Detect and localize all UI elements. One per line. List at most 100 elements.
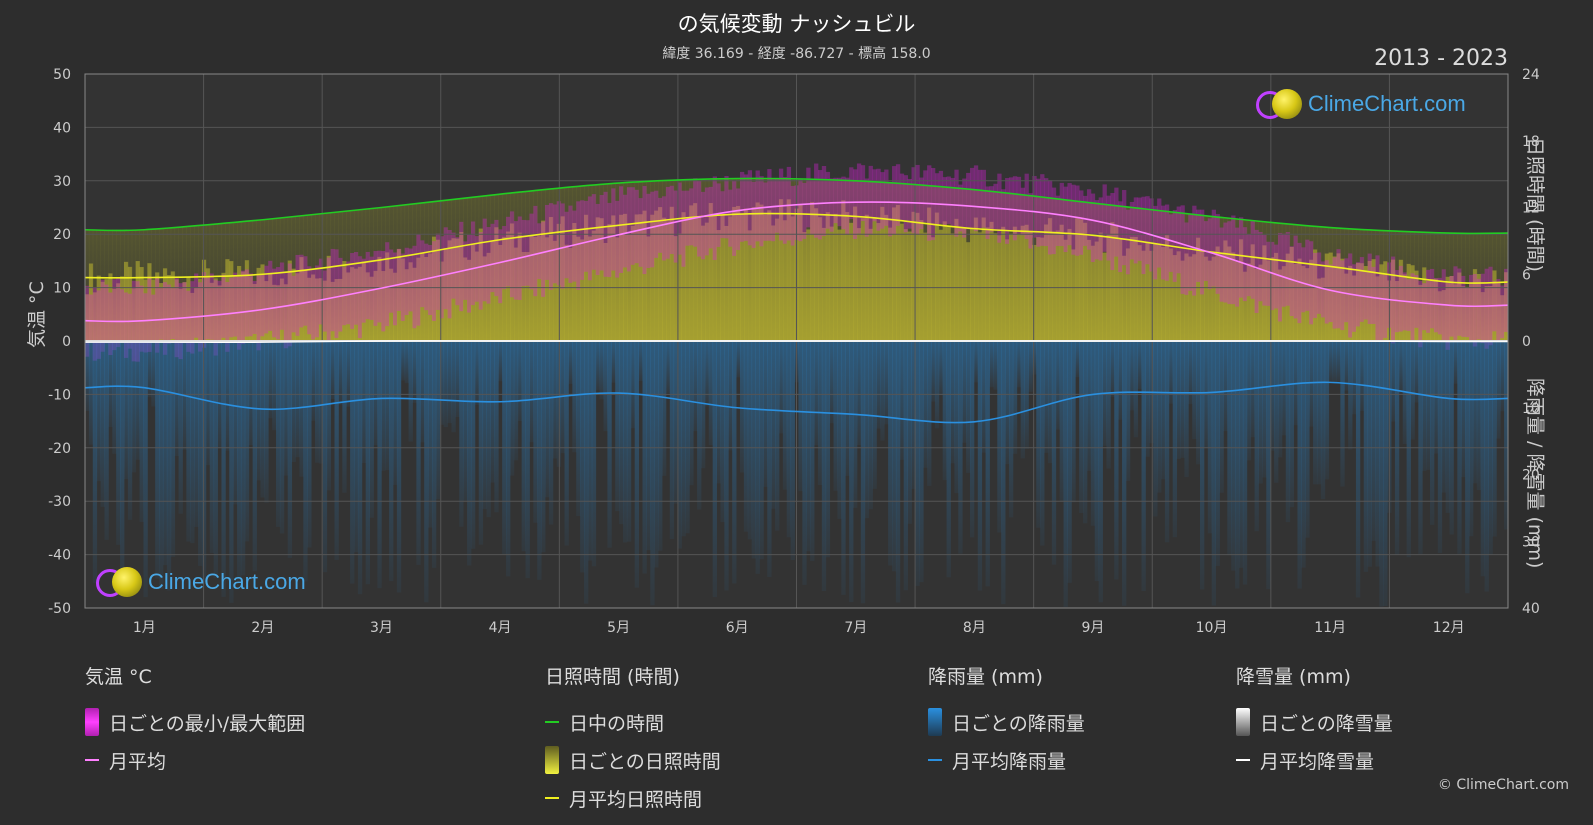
sunshine-column	[1044, 224, 1049, 341]
rain-column	[895, 341, 901, 603]
temp-range-column	[1028, 193, 1033, 249]
sunshine-column	[619, 214, 624, 341]
rain-column	[525, 341, 530, 579]
temp-range-column	[958, 184, 963, 232]
rain-column	[993, 341, 998, 390]
rain-column	[884, 341, 889, 425]
temp-range-column	[470, 221, 476, 306]
sunshine-column	[369, 276, 374, 341]
sunshine-column	[233, 276, 238, 341]
rain-column	[946, 341, 951, 578]
legend-heading: 降雪量 (mm)	[1236, 666, 1351, 688]
rain-column	[1406, 341, 1411, 558]
temp-range-column	[892, 166, 897, 234]
temp-range-column	[564, 211, 569, 279]
rain-column	[303, 341, 308, 582]
sunshine-column	[174, 279, 179, 341]
sunshine-column	[1192, 254, 1197, 341]
sunshine-column	[864, 214, 870, 341]
rain-column	[580, 341, 585, 573]
rain-column	[548, 341, 554, 525]
rain-column	[564, 341, 569, 546]
sunshine-column	[958, 227, 963, 341]
temp-range-column	[899, 173, 905, 222]
temp-range-column	[938, 170, 944, 224]
sunshine-column	[697, 217, 702, 341]
rain-column	[868, 341, 873, 510]
sunshine-column	[252, 283, 257, 341]
logo-bottom[interactable]: ClimeChart.com	[96, 566, 306, 598]
sunshine-column	[447, 240, 452, 341]
temp-range-column	[693, 178, 698, 247]
sunshine-column	[451, 238, 456, 341]
rain-column	[361, 341, 367, 464]
rain-column	[985, 341, 990, 587]
temp-range-column	[217, 280, 222, 344]
rain-column	[1371, 341, 1376, 541]
sunshine-column	[354, 268, 359, 341]
daylight-column	[92, 229, 98, 341]
temp-range-column	[431, 241, 437, 321]
rain-column	[201, 341, 207, 582]
rain-column	[96, 341, 101, 482]
rain-column	[1430, 341, 1435, 525]
sunshine-column	[283, 284, 289, 341]
sunshine-column	[607, 224, 612, 341]
temp-range-column	[326, 257, 332, 342]
temp-range-column	[120, 289, 125, 343]
temp-range-column	[1024, 173, 1029, 240]
temp-range-column	[755, 170, 760, 242]
rain-column	[576, 341, 581, 517]
rain-column	[1184, 341, 1189, 478]
sunshine-column	[408, 262, 413, 341]
rain-column	[954, 341, 959, 494]
rain-column	[630, 341, 636, 429]
rain-column	[942, 341, 947, 481]
sunshine-column	[1184, 253, 1189, 341]
rain-column	[642, 341, 647, 574]
rain-column	[665, 341, 671, 394]
sunshine-column	[1254, 268, 1259, 341]
rain-column	[1336, 341, 1341, 382]
rain-column	[1157, 341, 1162, 493]
temp-range-column	[587, 196, 593, 281]
temp-range-column	[1102, 184, 1107, 252]
temp-range-column	[346, 261, 351, 325]
daylight-column	[194, 225, 199, 341]
rain-column	[151, 341, 156, 407]
sunshine-column	[1211, 256, 1217, 341]
sunshine-column	[537, 236, 542, 341]
sunshine-column	[650, 214, 655, 341]
logo-top[interactable]: ClimeChart.com	[1256, 88, 1466, 120]
rain-column	[416, 341, 421, 565]
daylight-swatch-icon	[545, 721, 559, 723]
temp-range-column	[525, 220, 530, 286]
sunshine-column	[946, 226, 951, 341]
sunshine-column	[1055, 230, 1061, 341]
temp-range-column	[1328, 264, 1333, 322]
rain-column	[1141, 341, 1146, 592]
rain-column	[728, 341, 733, 451]
temp-range-column	[739, 171, 745, 242]
temp-range-column	[1445, 282, 1450, 350]
rain-column	[599, 341, 604, 400]
sunshine-column	[244, 260, 250, 341]
sunshine-column	[1293, 263, 1298, 341]
temp-range-column	[170, 288, 176, 339]
rain-column	[591, 341, 597, 567]
rain-column	[1047, 341, 1053, 464]
sunshine-column	[162, 268, 168, 341]
temp-range-column	[1063, 186, 1068, 253]
legend-item-temp-range: 日ごとの最小/最大範囲	[85, 703, 305, 741]
temp-range-column	[665, 186, 671, 259]
temp-range-column	[1457, 268, 1462, 336]
temp-range-column	[221, 274, 226, 338]
temp-range-column	[233, 272, 238, 337]
rain-column	[1410, 341, 1415, 440]
rain-column	[1176, 341, 1181, 459]
sunshine-tick-label: 6	[1522, 267, 1531, 283]
temp-range-column	[1285, 232, 1291, 306]
temp-range-column	[1114, 187, 1119, 257]
rain-column	[112, 341, 117, 454]
rain-column	[170, 341, 176, 557]
